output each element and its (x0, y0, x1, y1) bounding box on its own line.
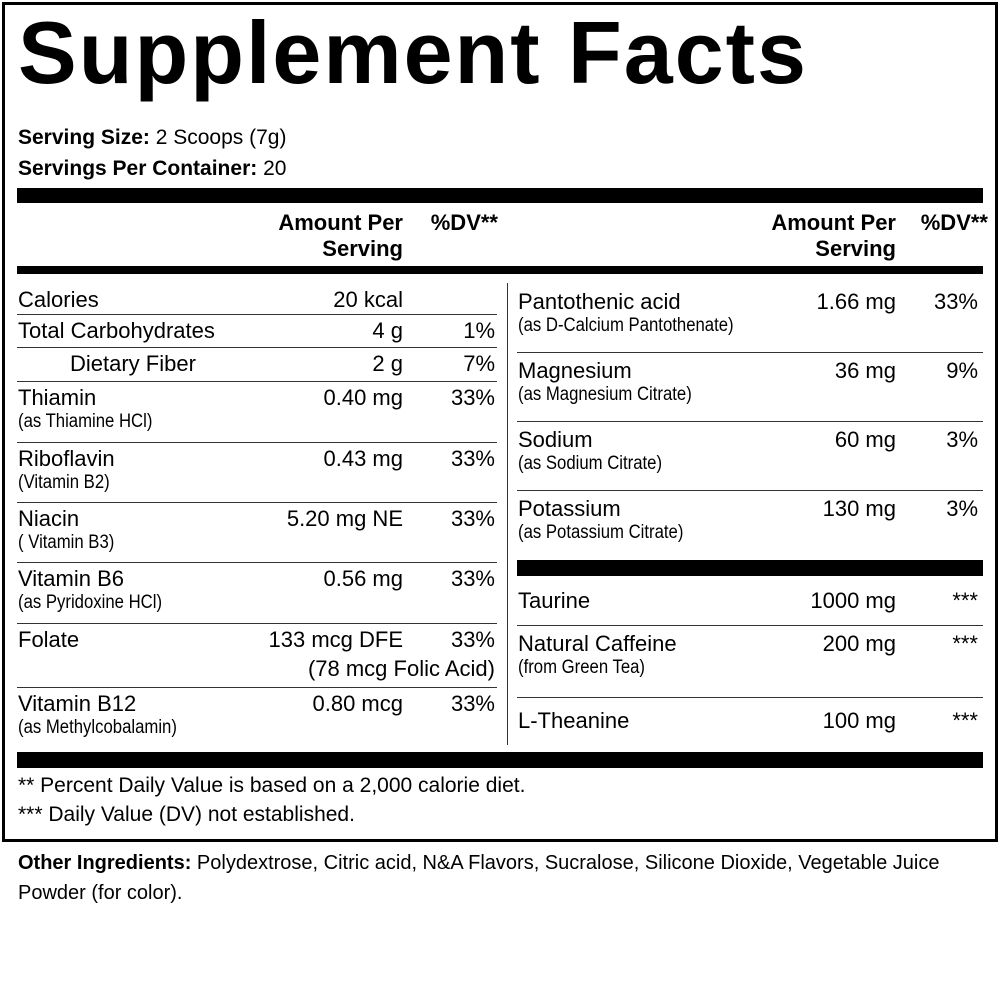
label: Other Ingredients: (18, 852, 192, 874)
nutrient-name: Niacin (18, 506, 80, 531)
nutrient-name: Total Carbohydrates (18, 318, 215, 343)
daily-value: *** (952, 708, 978, 733)
row-rule (17, 314, 497, 315)
daily-value: 33% (450, 385, 495, 410)
daily-value: *** (952, 631, 978, 656)
daily-value: 33% (450, 506, 495, 531)
amount: 1.66 mg (816, 289, 897, 314)
nutrient-name: Natural Caffeine (518, 631, 677, 656)
nutrient-name: Magnesium (518, 358, 632, 383)
row-rule (17, 502, 497, 503)
row-rule (517, 421, 983, 422)
nutrient-name: Dietary Fiber (70, 351, 196, 376)
amount: 0.40 mg (323, 385, 404, 410)
nutrient-source: (Vitamin B2) (18, 472, 110, 493)
amount: 1000 mg (810, 587, 896, 613)
amount: 130 mg (822, 496, 896, 521)
nutrient-name: L-Theanine (518, 708, 630, 733)
thick-rule (517, 560, 983, 576)
nutrient-source: (as D-Calcium Pantothenate) (518, 315, 734, 336)
nutrient-name: Thiamin (18, 385, 97, 410)
daily-value: 7% (463, 351, 495, 376)
nutrient-name: Pantothenic acid (518, 289, 681, 314)
amount: 100 mg (822, 708, 896, 733)
footnote: *** Daily Value (DV) not established. (18, 803, 355, 826)
row-rule (517, 625, 983, 626)
daily-value: 9% (946, 358, 978, 383)
amount: 200 mg (822, 631, 896, 656)
daily-value: 33% (450, 446, 495, 471)
nutrient-name: Riboflavin (18, 446, 115, 471)
nutrient-source: (as Methylcobalamin) (18, 717, 177, 738)
row-rule (17, 442, 497, 443)
daily-value: *** (952, 587, 978, 613)
amount: 0.56 mg (323, 566, 404, 591)
nutrient-name: Calories (18, 287, 99, 312)
row-rule (17, 623, 497, 624)
amount: 20 kcal (333, 287, 403, 312)
amount-header: Amount Per Serving (771, 210, 896, 261)
dv-header: %DV** (430, 210, 498, 235)
nutrient-source: (as Sodium Citrate) (518, 453, 663, 474)
column-divider (507, 283, 508, 745)
daily-value: 33% (450, 627, 495, 652)
nutrient-source: ( Vitamin B3) (18, 532, 115, 553)
row-rule (17, 562, 497, 563)
daily-value: 1% (463, 318, 495, 343)
servings-per-container: Servings Per Container: 20 (18, 157, 286, 181)
daily-value: 3% (946, 427, 978, 452)
amount: 36 mg (834, 358, 896, 383)
row-rule (17, 687, 497, 688)
row-rule (17, 381, 497, 382)
label: Servings Per Container: (18, 157, 258, 180)
label-border (2, 2, 998, 842)
nutrient-source: (as Pyridoxine HCl) (18, 592, 163, 613)
daily-value: 3% (946, 496, 978, 521)
dv-header: %DV** (920, 210, 988, 235)
daily-value: 33% (450, 691, 495, 716)
value: 20 (263, 157, 287, 180)
amount-header: Amount Per Serving (278, 210, 403, 261)
nutrient-name: Sodium (518, 427, 593, 452)
amount: 0.80 mcg (312, 691, 404, 716)
text: Polydextrose, Citric acid, N&A Flavors, … (18, 852, 940, 904)
serving-size: Serving Size: 2 Scoops (7g) (18, 126, 286, 150)
amount: 5.20 mg NE (286, 506, 403, 531)
amount: 133 mcg DFE (268, 627, 404, 652)
row-rule (517, 352, 983, 353)
amount: 4 g (372, 318, 403, 343)
amount: 2 g (372, 351, 403, 376)
nutrient-name: Vitamin B12 (18, 691, 137, 716)
other-ingredients: Other Ingredients: Polydextrose, Citric … (18, 848, 978, 908)
thick-rule (17, 752, 983, 768)
row-rule (517, 697, 983, 698)
daily-value: 33% (933, 289, 978, 314)
row-rule (17, 347, 497, 348)
row-rule (517, 490, 983, 491)
medium-rule (17, 266, 983, 274)
label: Serving Size: (18, 126, 150, 149)
footnote: ** Percent Daily Value is based on a 2,0… (18, 774, 526, 797)
nutrient-source: (as Thiamine HCl) (18, 411, 153, 432)
value: 2 Scoops (7g) (155, 126, 287, 149)
nutrient-name: Folate (18, 627, 80, 652)
amount: 0.43 mg (323, 446, 404, 471)
daily-value: 33% (450, 566, 495, 591)
thick-rule (17, 188, 983, 203)
nutrient-name: Taurine (518, 587, 591, 613)
nutrient-name: Potassium (518, 496, 621, 521)
nutrient-source: (as Potassium Citrate) (518, 522, 684, 543)
amount: 60 mg (834, 427, 896, 452)
title: Supplement Facts (18, 3, 808, 102)
amount-note: (78 mcg Folic Acid) (307, 656, 495, 681)
nutrient-name: Vitamin B6 (18, 566, 124, 591)
nutrient-source: (from Green Tea) (518, 657, 645, 678)
nutrient-source: (as Magnesium Citrate) (518, 384, 692, 405)
